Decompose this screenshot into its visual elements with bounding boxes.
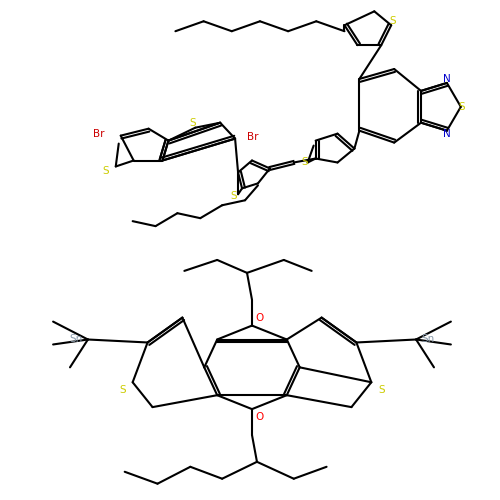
- Text: Br: Br: [247, 132, 258, 141]
- Text: S: S: [102, 166, 109, 176]
- Text: O: O: [256, 312, 264, 322]
- Text: S: S: [120, 385, 126, 395]
- Text: S: S: [231, 192, 237, 202]
- Text: S: S: [389, 16, 396, 26]
- Text: O: O: [256, 412, 264, 422]
- Text: Sn: Sn: [422, 334, 434, 344]
- Text: Sn: Sn: [70, 334, 82, 344]
- Text: S: S: [302, 158, 308, 168]
- Text: N: N: [443, 74, 451, 84]
- Text: S: S: [458, 102, 465, 112]
- Text: S: S: [189, 118, 196, 128]
- Text: S: S: [378, 385, 384, 395]
- Text: Br: Br: [93, 128, 104, 138]
- Text: N: N: [443, 128, 451, 138]
